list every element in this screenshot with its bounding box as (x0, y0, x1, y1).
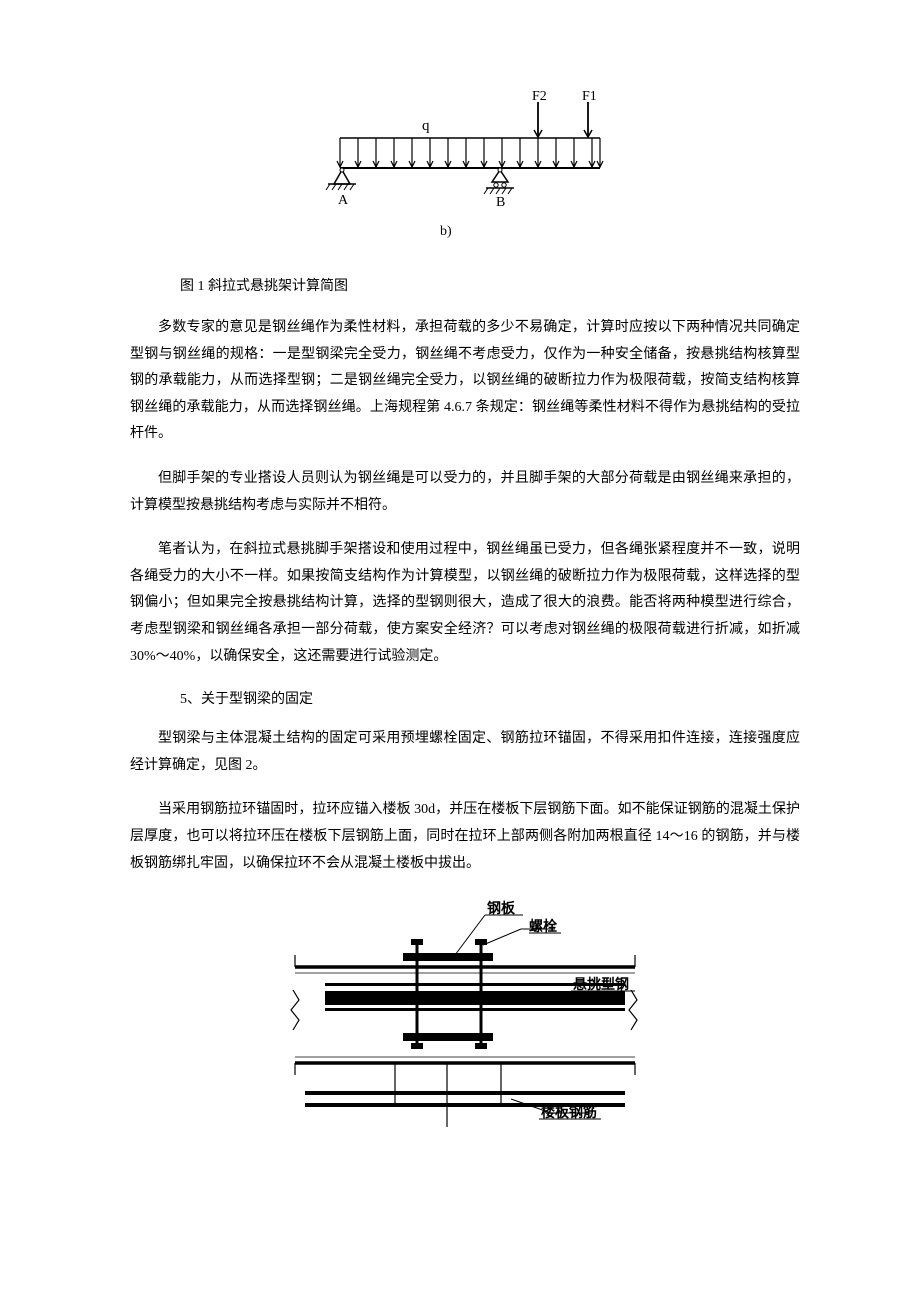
document-page: F2 F1 q A (0, 0, 920, 1210)
label-a: A (338, 193, 349, 208)
figure-2: 钢板 螺栓 悬挑型钢 楼板钢筋 (130, 895, 800, 1140)
figure-1: F2 F1 q A (130, 90, 800, 245)
label-q: q (422, 118, 430, 134)
label-plate: 钢板 (487, 900, 516, 917)
label-f1: F1 (582, 90, 597, 104)
anchor-detail-svg: 钢板 螺栓 悬挑型钢 楼板钢筋 (285, 895, 645, 1135)
label-bolt: 螺栓 (529, 918, 557, 935)
label-b: B (496, 195, 505, 210)
paragraph-1: 多数专家的意见是钢丝绳作为柔性材料，承担荷载的多少不易确定，计算时应按以下两种情… (130, 315, 800, 448)
figure-1-caption: 图 1 斜拉式悬挑架计算简图 (180, 275, 800, 295)
beam-diagram-svg: F2 F1 q A (310, 90, 620, 240)
label-f2: F2 (532, 90, 547, 104)
paragraph-5: 当采用钢筋拉环锚固时，拉环应锚入楼板 30d，并压在楼板下层钢筋下面。如不能保证… (130, 797, 800, 877)
section-5-heading: 5、关于型钢梁的固定 (180, 688, 800, 708)
label-rebar: 楼板钢筋 (541, 1104, 597, 1121)
label-sub: b) (440, 224, 452, 239)
paragraph-3: 笔者认为，在斜拉式悬挑脚手架搭设和使用过程中，钢丝绳虽已受力，但各绳张紧程度并不… (130, 537, 800, 670)
paragraph-2: 但脚手架的专业搭设人员则认为钢丝绳是可以受力的，并且脚手架的大部分荷载是由钢丝绳… (130, 466, 800, 519)
label-beam: 悬挑型钢 (572, 976, 629, 993)
paragraph-4: 型钢梁与主体混凝土结构的固定可采用预埋螺栓固定、钢筋拉环锚固，不得采用扣件连接，… (130, 726, 800, 779)
